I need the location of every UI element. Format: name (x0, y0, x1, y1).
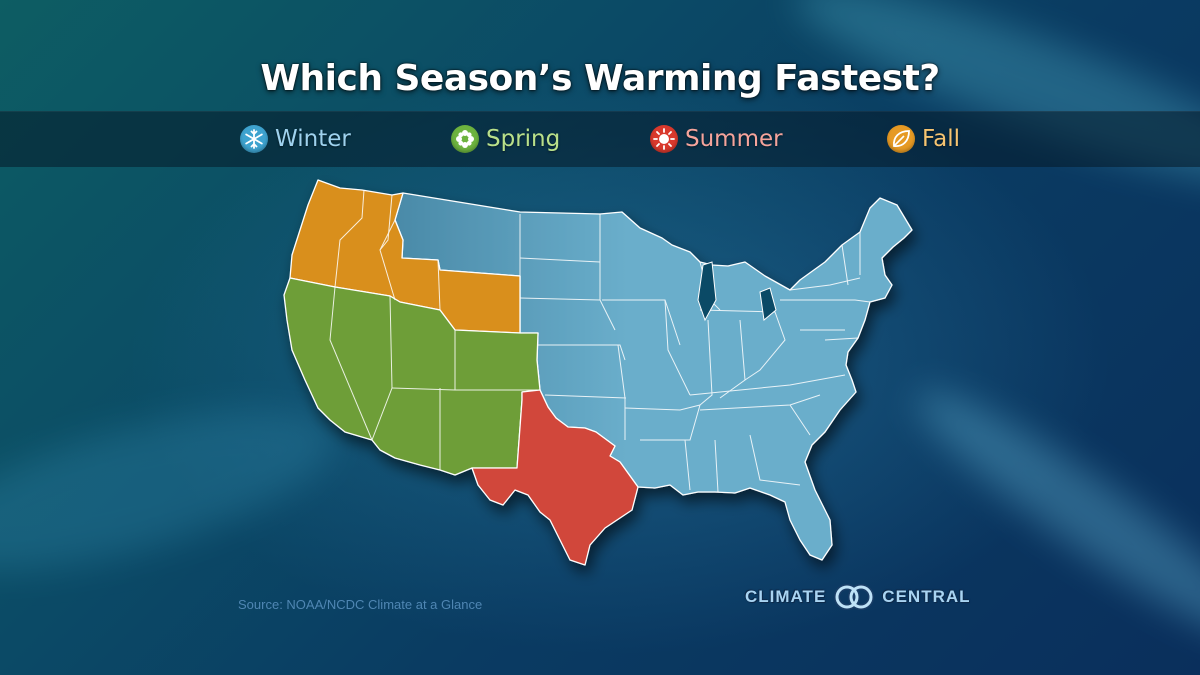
legend-item-summer: Summer (650, 124, 783, 154)
sun-icon (650, 125, 678, 153)
snowflake-icon (240, 125, 268, 153)
legend-label-spring: Spring (486, 126, 561, 152)
legend-item-fall: Fall (887, 124, 960, 154)
source-note: Source: NOAA/NCDC Climate at a Glance (238, 597, 483, 612)
region-spring (283, 277, 541, 476)
legend-label-fall: Fall (922, 126, 960, 152)
logo-rings-icon (832, 583, 876, 611)
climate-central-logo: CLIMATE CENTRAL (745, 583, 971, 611)
flower-icon (451, 125, 479, 153)
leaf-icon (887, 125, 915, 153)
legend: Winter Spring (0, 111, 1200, 167)
page-title: Which Season’s Warming Fastest? (260, 58, 940, 99)
legend-label-winter: Winter (275, 126, 351, 152)
legend-label-summer: Summer (685, 126, 783, 152)
region-summer (471, 389, 639, 566)
legend-item-spring: Spring (451, 124, 560, 154)
lake-huron-bay (759, 287, 777, 321)
state-borders (329, 189, 871, 493)
legend-item-winter: Winter (240, 124, 351, 154)
lake-michigan (697, 261, 717, 322)
